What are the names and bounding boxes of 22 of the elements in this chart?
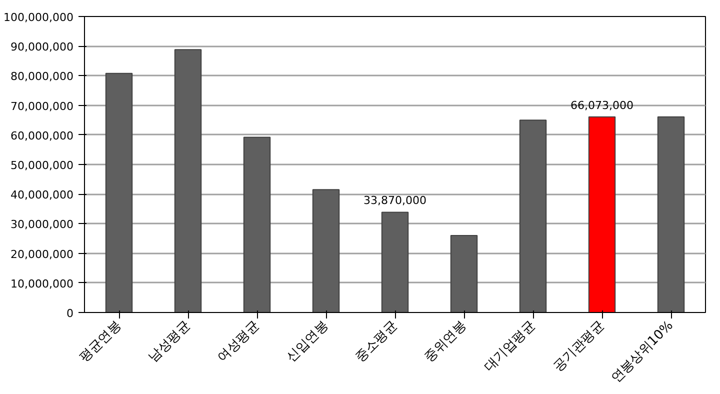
data-label: 33,870,000 bbox=[364, 194, 426, 208]
y-tick-label: 20,000,000 bbox=[10, 248, 74, 261]
bar bbox=[519, 120, 547, 312]
bar bbox=[312, 189, 340, 312]
y-tick-label: 10,000,000 bbox=[10, 277, 74, 290]
y-tick-label: 40,000,000 bbox=[10, 188, 74, 202]
bar bbox=[657, 116, 685, 312]
bar bbox=[588, 116, 616, 312]
bar bbox=[105, 72, 133, 312]
y-tick-label: 50,000,000 bbox=[10, 159, 74, 172]
y-tick-label: 60,000,000 bbox=[10, 129, 74, 142]
y-tick-label: 70,000,000 bbox=[10, 100, 74, 113]
bar bbox=[381, 212, 409, 312]
y-tick-label: 90,000,000 bbox=[10, 40, 74, 54]
bar bbox=[243, 136, 271, 312]
y-tick-label: 30,000,000 bbox=[10, 218, 74, 232]
data-label: 66,073,000 bbox=[570, 98, 634, 112]
y-tick-label: 100,000,000 bbox=[4, 11, 74, 24]
y-tick-label: 0 bbox=[66, 307, 74, 320]
bar bbox=[450, 235, 478, 312]
bar bbox=[174, 49, 202, 312]
y-tick-label: 80,000,000 bbox=[10, 70, 74, 84]
